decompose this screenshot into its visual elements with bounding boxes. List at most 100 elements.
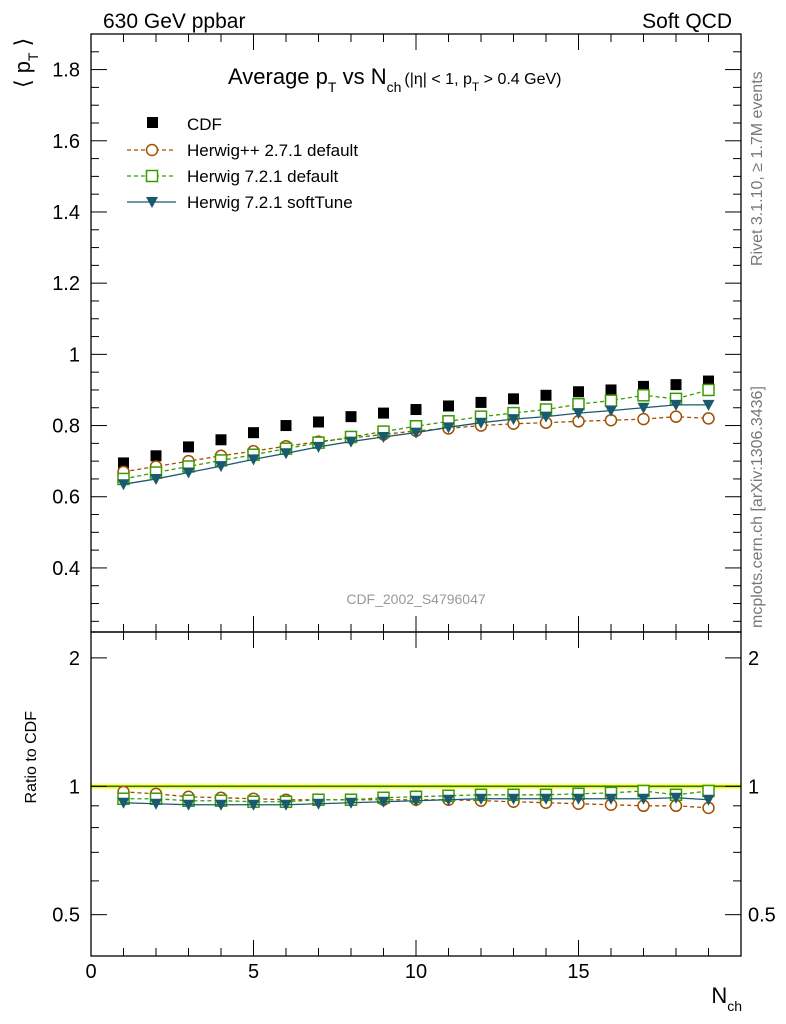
data-point-herwig-7-2-1-softtune <box>507 414 520 426</box>
data-point-cdf <box>540 389 552 401</box>
data-point-herwig-2-7-1-default <box>669 410 683 423</box>
main-y-tick-label: 1.4 <box>52 202 80 224</box>
data-point-cdf <box>410 404 422 416</box>
ratio-y-tick-label-right: 0.5 <box>748 905 776 927</box>
data-point-herwig-7-2-1-softtune <box>670 399 682 411</box>
ratio-y-tick-label: 1 <box>69 776 80 798</box>
data-point-herwig-7-2-1-softtune <box>247 454 260 466</box>
data-point-cdf <box>345 411 357 423</box>
ratio-point-herwig-7-2-1-softtune <box>507 793 520 805</box>
data-point-cdf <box>638 380 649 392</box>
data-point-herwig-7-2-1-softtune <box>605 405 617 417</box>
legend: CDF Herwig++ 2.7.1 default Herwig 7.2.1 … <box>127 115 358 212</box>
data-point-cdf <box>573 386 584 398</box>
series-herwig-7-2-1-softtune <box>117 399 715 491</box>
ratio-point-herwig-7-2-1-softtune <box>475 793 487 805</box>
ratio-point-herwig-7-2-1-softtune <box>215 799 227 811</box>
data-point-herwig-7-2-1-softtune <box>182 467 195 479</box>
legend-label-herwig7-default: Herwig 7.2.1 default <box>187 167 338 186</box>
x-tick-label: 5 <box>248 961 259 983</box>
ratio-point-herwig-7-2-1-softtune <box>605 793 617 805</box>
chart-title: Average pT vs Nch (|η| < 1, pT > 0.4 GeV) <box>228 64 561 95</box>
ratio-point-herwig-7-2-1-softtune <box>410 795 422 807</box>
data-point-cdf <box>118 457 129 469</box>
legend-marker-cdf <box>147 117 158 128</box>
series-line-herwig-7-2-1-softtune <box>123 404 709 485</box>
data-point-herwig-7-2-1-softtune <box>442 422 455 434</box>
data-point-herwig-7-2-1-softtune <box>312 441 325 453</box>
data-point-herwig-7-2-1-default <box>702 383 715 397</box>
ratio-point-herwig-7-2-1-softtune <box>280 799 292 811</box>
data-point-cdf <box>703 375 714 387</box>
legend-marker-herwig7-default <box>145 169 159 183</box>
main-y-tick-label: 1.2 <box>52 273 80 295</box>
legend-label-herwig7-softtune: Herwig 7.2.1 softTune <box>187 193 353 212</box>
data-point-herwig-7-2-1-softtune <box>475 417 487 429</box>
ratio-y-tick-label: 0.5 <box>52 905 80 927</box>
main-y-tick-label: 0.8 <box>52 416 80 438</box>
ratio-ticks: 0 5 10 15 0.5 0.5 1 1 2 2 <box>52 632 776 983</box>
data-point-cdf <box>475 396 487 408</box>
data-point-herwig-7-2-1-softtune <box>540 411 552 423</box>
ratio-point-herwig-7-2-1-softtune <box>312 798 325 810</box>
data-point-cdf <box>183 441 194 453</box>
main-y-tick-label: 1 <box>69 344 80 366</box>
ratio-point-herwig-7-2-1-softtune <box>572 793 585 805</box>
ratio-point-herwig-7-2-1-softtune <box>117 797 130 809</box>
ratio-y-tick-label: 2 <box>69 648 80 670</box>
ratio-point-herwig-7-2-1-softtune <box>540 793 552 805</box>
legend-marker-herwigpp <box>145 143 159 157</box>
data-point-cdf <box>280 420 292 432</box>
ratio-y-tick-label-right: 1 <box>748 776 759 798</box>
legend-item-herwig7-softtune: Herwig 7.2.1 softTune <box>127 193 353 212</box>
ratio-point-herwig-7-2-1-softtune <box>670 792 682 804</box>
ratio-y-axis-label: Ratio to CDF <box>23 711 40 804</box>
main-y-tick-label: 1.6 <box>52 131 80 153</box>
series-cdf <box>118 375 714 469</box>
x-tick-label: 15 <box>567 961 589 983</box>
y-axis-label: ⟨ pT ⟩ <box>10 38 41 88</box>
legend-item-herwig7-default: Herwig 7.2.1 default <box>127 167 338 186</box>
data-point-cdf <box>248 427 259 439</box>
ratio-point-herwig-7-2-1-softtune <box>345 797 357 809</box>
ratio-point-herwig-7-2-1-softtune <box>702 794 715 806</box>
legend-item-cdf: CDF <box>147 115 222 134</box>
data-point-herwig-7-2-1-softtune <box>150 473 162 485</box>
main-panel: 0.4 0.6 0.8 1 1.2 1.4 1.6 1.8 Average pT vs Nch… <box>10 33 742 633</box>
data-point-cdf <box>215 434 227 446</box>
data-point-herwig-7-2-1-softtune <box>702 399 715 411</box>
ratio-panel: 0 5 10 15 0.5 0.5 1 1 2 2 Ratio to CDF <box>23 631 776 983</box>
data-point-herwig-2-7-1-default <box>637 412 650 426</box>
ratio-point-herwig-7-2-1-softtune <box>150 798 162 810</box>
ratio-y-tick-label-right: 2 <box>748 648 759 670</box>
legend-item-herwigpp: Herwig++ 2.7.1 default <box>127 141 358 160</box>
data-point-cdf <box>313 416 324 428</box>
rivet-label: Rivet 3.1.10, ≥ 1.7M events <box>749 71 766 266</box>
ratio-point-herwig-7-2-1-softtune <box>442 794 455 806</box>
ratio-frame <box>90 631 742 957</box>
data-point-herwig-7-2-1-softtune <box>377 431 390 443</box>
header-right: Soft QCD <box>642 10 732 33</box>
data-point-cdf <box>150 450 162 462</box>
ratio-point-herwig-7-2-1-softtune <box>377 796 390 808</box>
data-point-cdf <box>508 393 519 405</box>
main-series <box>117 375 715 491</box>
data-point-herwig-7-2-1-default <box>604 394 618 407</box>
data-point-herwig-7-2-1-softtune <box>345 436 357 448</box>
data-point-herwig-2-7-1-default <box>702 412 715 425</box>
legend-label-cdf: CDF <box>187 115 222 134</box>
data-point-cdf <box>670 379 682 391</box>
x-tick-label: 0 <box>85 961 96 983</box>
data-point-herwig-7-2-1-softtune <box>572 408 585 420</box>
ratio-point-herwig-7-2-1-softtune <box>247 799 260 811</box>
analysis-label: CDF_2002_S4796047 <box>346 591 486 607</box>
ratio-point-herwig-7-2-1-softtune <box>637 793 650 805</box>
x-tick-label: 10 <box>405 961 427 983</box>
data-point-herwig-7-2-1-softtune <box>117 479 130 491</box>
legend-label-herwigpp: Herwig++ 2.7.1 default <box>187 141 358 160</box>
ratio-point-herwig-7-2-1-softtune <box>182 799 195 811</box>
main-y-tick-label: 0.4 <box>52 558 80 580</box>
data-point-herwig-7-2-1-softtune <box>637 402 650 414</box>
main-y-tick-label: 0.6 <box>52 487 80 509</box>
